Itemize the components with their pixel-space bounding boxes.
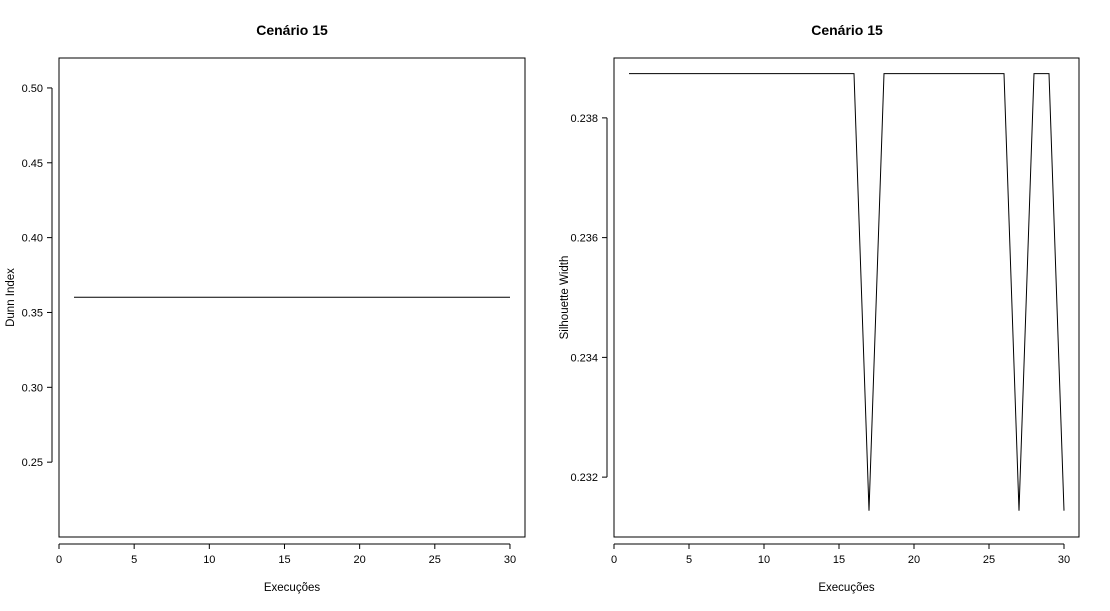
x-tick-label: 5 xyxy=(131,554,137,566)
y-tick-label: 0.30 xyxy=(22,382,43,394)
y-tick-label: 0.234 xyxy=(570,352,598,364)
x-tick-label: 20 xyxy=(908,554,920,566)
chart-title: Cenário 15 xyxy=(811,22,883,38)
y-tick-label: 0.40 xyxy=(22,233,43,245)
chart-panel-2: Cenário 15 0 5 10 15 20 25 30 0.232 0.234 0.236 0.2… xyxy=(559,22,1080,594)
x-tick-label: 20 xyxy=(354,554,366,566)
x-tick-label: 25 xyxy=(429,554,441,566)
y-tick-label: 0.50 xyxy=(22,83,43,95)
x-tick-label: 10 xyxy=(203,554,215,566)
y-tick-label: 0.232 xyxy=(570,472,598,484)
plot-frame xyxy=(613,57,1080,538)
x-tick-label: 10 xyxy=(758,554,770,566)
chart-title: Cenário 15 xyxy=(256,22,328,38)
chart-panel-1: Cenário 15 0 5 10 15 20 25 30 0.25 0.30 0.35 0.40 0.… xyxy=(5,22,526,594)
x-tick-label: 15 xyxy=(833,554,845,566)
x-tick-label: 30 xyxy=(504,554,516,566)
series-line xyxy=(629,73,1065,511)
x-tick-label: 30 xyxy=(1058,554,1070,566)
x-axis-label: Execuções xyxy=(818,582,875,594)
x-tick-label: 15 xyxy=(278,554,290,566)
x-tick-label: 0 xyxy=(611,554,617,566)
y-tick-label: 0.236 xyxy=(570,233,598,245)
x-axis-label: Execuções xyxy=(264,582,321,594)
y-tick-label: 0.25 xyxy=(22,457,43,469)
x-tick-label: 0 xyxy=(56,554,62,566)
x-tick-label: 5 xyxy=(686,554,692,566)
plot-frame xyxy=(58,57,526,538)
y-tick-label: 0.45 xyxy=(22,158,43,170)
y-axis-label: Silhouette Width xyxy=(559,256,571,340)
y-tick-label: 0.238 xyxy=(570,113,598,125)
y-axis-label: Dunn Index xyxy=(5,268,17,327)
y-tick-label: 0.35 xyxy=(22,307,43,319)
x-tick-label: 25 xyxy=(983,554,995,566)
